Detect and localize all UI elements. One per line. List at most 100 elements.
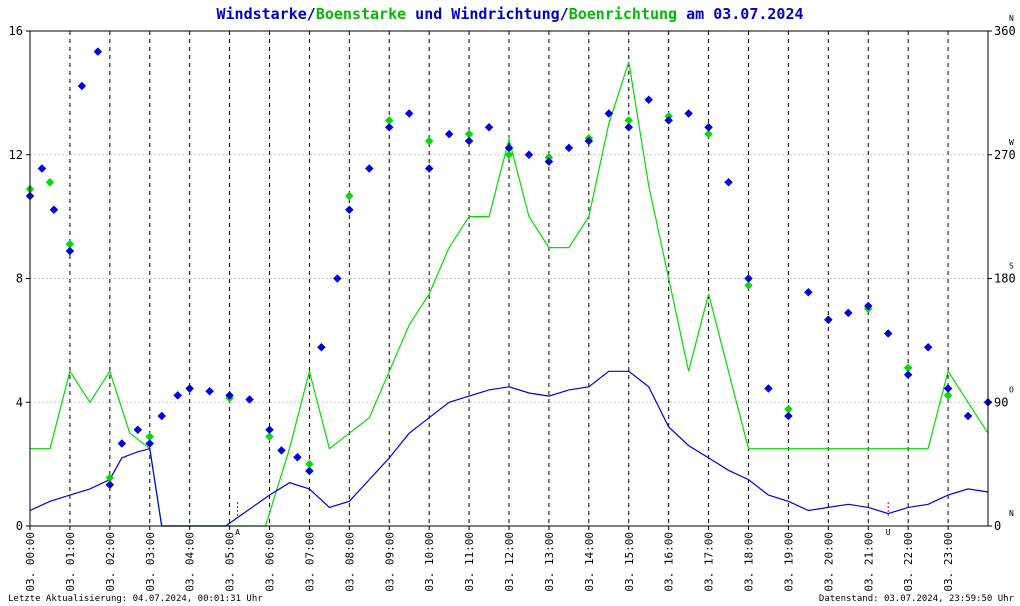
x-tick-label: 03. 15:00 [623,532,636,592]
data-point [225,391,234,400]
right-tick-label: 270 [994,148,1016,162]
footer-last-update: Letzte Aktualisierung: 04.07.2024, 00:01… [8,594,263,604]
data-point [484,123,494,132]
data-point [923,343,933,352]
data-point [404,109,414,118]
data-point [305,466,314,476]
compass-label: N [1009,14,1014,23]
title-windrichtung: Windrichtung [451,5,559,23]
data-point [464,136,474,146]
data-point [333,274,342,283]
compass-label: S [1009,262,1014,271]
data-point [744,281,753,290]
compass-label: O [1009,385,1014,394]
data-point [265,425,274,434]
data-point [424,136,434,146]
title-separator-1: / [307,5,316,23]
x-tick-label: 03. 20:00 [822,532,835,592]
data-point [844,308,853,318]
title-boenrichtung: Boenrichtung [569,5,677,23]
x-tick-label: 03. 22:00 [902,532,915,592]
data-point [784,411,793,421]
data-point [345,205,354,214]
compass-label: N [1009,509,1014,518]
data-point [943,391,953,400]
data-point [317,343,326,352]
data-point [277,446,286,455]
data-point [157,411,166,421]
data-point [245,395,254,404]
data-point [385,116,394,125]
x-tick-label: 03. 13:00 [543,532,556,592]
data-point [105,480,115,489]
data-point [133,425,143,434]
data-point [45,178,55,187]
data-point [205,387,214,396]
data-point [37,164,47,173]
event-marker-label: A [235,528,240,537]
chart-title: Windstarke/Boenstarke und Windrichtung/B… [216,5,803,23]
title-windstarke: Windstarke [216,5,306,23]
data-point [49,205,59,214]
data-point [305,459,314,469]
compass-label: W [1009,138,1014,147]
data-point [65,239,75,249]
data-point [943,384,953,393]
data-point [293,453,302,462]
x-tick-label: 03. 17:00 [703,532,716,592]
right-tick-label: 0 [994,519,1001,533]
x-tick-label: 03. 16:00 [663,532,676,592]
right-tick-label: 180 [994,272,1016,286]
x-tick-label: 03. 21:00 [862,532,875,592]
series-line-windstarke [29,370,989,527]
x-tick-label: 03. 08:00 [343,532,356,592]
title-separator-2: / [560,5,569,23]
data-point [864,301,873,311]
data-point [424,164,434,173]
event-marker-label: U [886,528,891,537]
x-tick-label: 03. 14:00 [583,532,596,592]
data-point [464,129,474,139]
data-point [145,439,154,448]
data-point [77,81,87,91]
data-point [784,404,793,414]
title-date: am 03.07.2024 [677,5,803,23]
x-tick-label: 03. 12:00 [503,532,516,592]
x-tick-label: 03. 18:00 [743,532,756,592]
left-tick-label: 4 [16,395,23,409]
right-tick-label: 90 [994,395,1008,409]
x-tick-label: 03. 19:00 [782,532,795,592]
left-axis: 0 4 8 12 16 [9,24,30,533]
data-point [764,384,773,393]
data-point [504,150,514,159]
data-point [385,123,394,132]
x-axis: 03. 00:00 03. 01:00 03. 02:00 03. 03:00 03. … [24,526,955,592]
x-tick-label: 03. 04:00 [184,532,197,592]
data-point [903,363,913,373]
data-point [145,432,154,441]
data-point [93,47,103,56]
data-point [345,191,354,201]
title-und: und [406,5,451,23]
x-tick-label: 03. 02:00 [104,532,117,592]
x-tick-label: 03. 07:00 [303,532,316,592]
wind-speed-series [29,370,989,527]
data-point [883,329,893,338]
data-point [504,143,514,153]
x-tick-label: 03. 09:00 [383,532,396,592]
data-point [265,432,274,441]
data-point [744,274,753,283]
data-point [903,370,913,379]
footer-data-status: Datenstand: 03.07.2024, 23:59:50 Uhr [819,594,1015,604]
x-tick-label: 03. 23:00 [942,532,955,592]
data-point [963,411,973,421]
data-point [824,315,833,324]
x-tick-label: 03. 06:00 [264,532,277,592]
title-boenstarke: Boenstarke [316,5,406,23]
data-point [173,391,182,400]
left-tick-label: 16 [9,24,23,38]
